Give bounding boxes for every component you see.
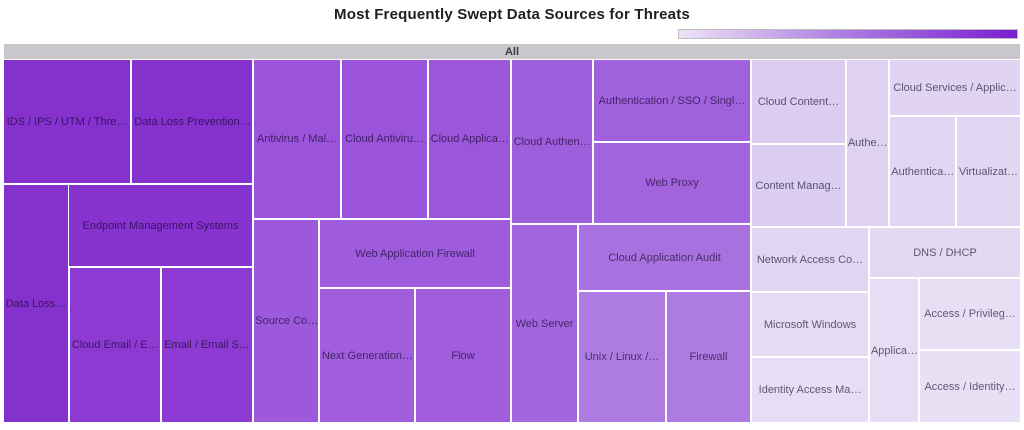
treemap-cell-label: Web Server [515, 317, 574, 330]
treemap-root-all[interactable]: All [4, 44, 1020, 59]
treemap-cell-label: Next Generation… [321, 349, 413, 362]
treemap-cell-label: Antivirus / Mal… [256, 133, 338, 145]
treemap-cell-label: IDS / IPS / UTM / Thre… [6, 115, 128, 128]
treemap-cell-label: Email / Email S… [164, 339, 250, 351]
treemap-cell[interactable]: Endpoint Management Systems [69, 185, 252, 266]
treemap-cell[interactable]: Microsoft Windows [752, 293, 868, 356]
treemap-cell[interactable]: Cloud Antiviru… [342, 60, 427, 218]
treemap-cell[interactable]: Cloud Authen… [512, 60, 592, 223]
treemap-cell-label: Unix / Linux /… [584, 351, 660, 363]
treemap-cell[interactable]: Identity Access Ma… [752, 358, 868, 422]
treemap-cell-label: Data Loss… [5, 297, 67, 310]
treemap-cell[interactable]: Cloud Application Audit [579, 225, 750, 290]
treemap-cell[interactable]: Authentication / SSO / Singl… [594, 60, 750, 141]
treemap-cell[interactable]: Authe… [847, 60, 888, 226]
treemap-cell-label: Firewall [689, 351, 728, 363]
treemap-cell[interactable]: Data Loss Prevention… [132, 60, 252, 183]
treemap-cell-label: Source Co… [255, 315, 317, 327]
treemap-cell-label: Cloud Content… [757, 95, 840, 108]
color-scale-legend [678, 29, 1018, 39]
treemap-cell-label: Cloud Email / E… [71, 339, 159, 351]
treemap-cell[interactable]: Authentica… [890, 117, 955, 226]
treemap-cell-label: Cloud Applica… [430, 133, 509, 145]
treemap-cell[interactable]: Web Server [512, 225, 577, 422]
treemap-cell[interactable]: Applica… [870, 279, 918, 422]
treemap-cell[interactable]: Virtualizat… [957, 117, 1020, 226]
treemap-cell-label: Web Proxy [645, 177, 699, 189]
chart-title: Most Frequently Swept Data Sources for T… [334, 6, 690, 23]
treemap-cell-label: Authe… [847, 137, 888, 149]
treemap-cell-label: Network Access Co… [756, 253, 864, 266]
treemap-cell-label: Applica… [870, 344, 918, 357]
treemap-cell-label: DNS / DHCP [913, 246, 977, 259]
treemap-cell[interactable]: Cloud Services / Applic… [890, 60, 1020, 115]
treemap-cell-label: Authentication / SSO / Singl… [598, 94, 746, 107]
treemap-cell-label: Flow [451, 349, 475, 362]
treemap-cell[interactable]: Content Manag… [752, 145, 845, 226]
treemap-cell[interactable]: Email / Email S… [162, 268, 252, 422]
treemap-cell[interactable]: Flow [416, 289, 510, 422]
treemap-cell-label: Access / Identity… [924, 380, 1016, 393]
treemap-cell-label: Web Application Firewall [355, 247, 475, 260]
treemap-cell[interactable]: Antivirus / Mal… [254, 60, 340, 218]
treemap-cell[interactable]: Access / Privileg… [920, 279, 1020, 349]
treemap-cell[interactable]: Web Application Firewall [320, 220, 510, 287]
treemap-cell-label: Cloud Authen… [513, 135, 591, 148]
treemap-cell[interactable]: Cloud Applica… [429, 60, 510, 218]
treemap-cell[interactable]: Cloud Email / E… [70, 268, 160, 422]
treemap-cell-label: Data Loss Prevention… [134, 115, 250, 128]
treemap-cell-label: Microsoft Windows [763, 318, 857, 331]
treemap-cell-label: Cloud Antiviru… [345, 133, 424, 145]
treemap-cell-label: Cloud Services / Applic… [893, 81, 1017, 94]
treemap-cell[interactable]: Web Proxy [594, 143, 750, 223]
treemap-cell[interactable]: Network Access Co… [752, 228, 868, 291]
treemap-cell[interactable]: Access / Identity… [920, 351, 1020, 422]
treemap-cell-label: Content Manag… [755, 179, 842, 192]
treemap-cell[interactable]: DNS / DHCP [870, 228, 1020, 277]
treemap-cell-label: Virtualizat… [958, 165, 1019, 178]
treemap-cell[interactable]: Firewall [667, 292, 750, 422]
treemap-cell-label: Endpoint Management Systems [82, 219, 239, 232]
treemap-cell[interactable]: Unix / Linux /… [579, 292, 665, 422]
treemap-cell[interactable]: IDS / IPS / UTM / Thre… [4, 60, 130, 183]
treemap-cell[interactable]: Cloud Content… [752, 60, 845, 143]
treemap-cell[interactable]: Source Co… [254, 220, 318, 422]
treemap-cell-label: Identity Access Ma… [758, 384, 862, 396]
treemap-cell-label: Access / Privileg… [924, 308, 1016, 320]
treemap-cell-label: Authentica… [891, 165, 954, 178]
treemap-cell-label: Cloud Application Audit [608, 251, 721, 264]
treemap-cell[interactable]: Data Loss… [4, 185, 68, 422]
treemap-cell[interactable]: Next Generation… [320, 289, 414, 422]
